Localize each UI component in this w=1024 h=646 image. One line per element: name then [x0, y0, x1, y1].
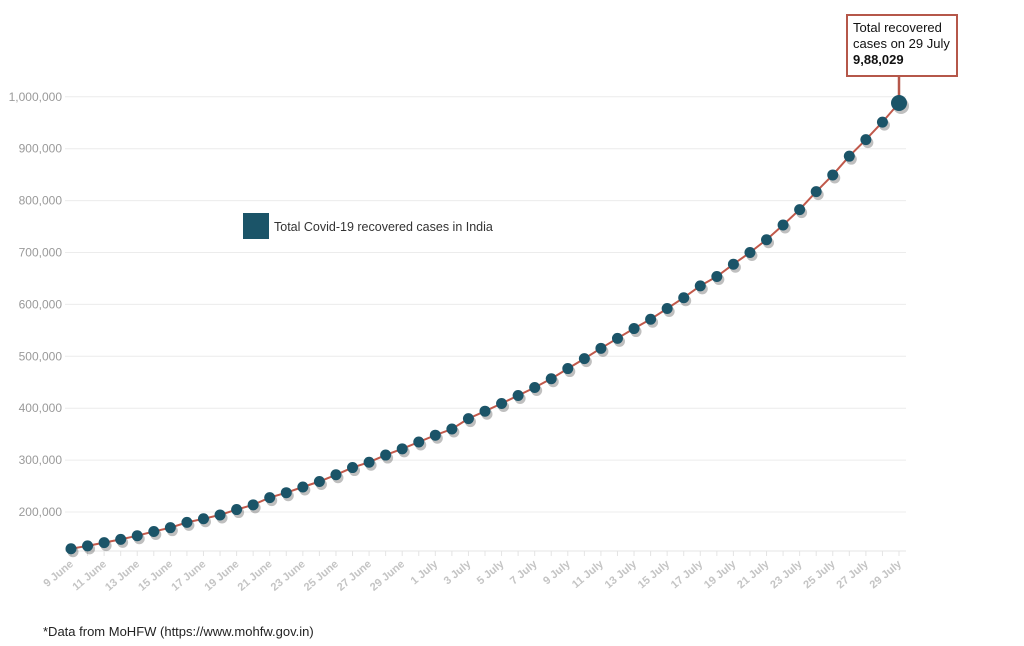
data-point: [82, 540, 94, 552]
y-tick-label: 800,000: [19, 194, 63, 208]
data-point: [529, 381, 541, 393]
x-tick-label: 17 June: [169, 558, 208, 594]
data-point: [380, 449, 392, 461]
annotation-value: 9,88,029: [853, 52, 904, 67]
y-tick-label: 1,000,000: [9, 90, 63, 104]
x-tick-label: 3 July: [442, 558, 474, 588]
data-point: [429, 429, 441, 441]
x-tick-label: 19 June: [202, 558, 241, 594]
data-point: [363, 456, 375, 468]
data-point: [761, 234, 773, 246]
data-point: [694, 280, 706, 292]
x-tick-label: 25 June: [302, 558, 341, 594]
data-point: [231, 504, 243, 516]
data-point: [562, 363, 574, 375]
data-point: [479, 405, 491, 417]
legend-label: Total Covid-19 recovered cases in India: [274, 220, 493, 234]
data-point: [496, 397, 508, 409]
data-point: [330, 469, 342, 481]
y-tick-label: 500,000: [19, 349, 63, 363]
data-point: [678, 292, 690, 304]
x-tick-label: 1 July: [409, 558, 441, 588]
x-tick-label: 11 July: [570, 558, 606, 591]
x-tick-label: 11 June: [70, 558, 109, 593]
x-tick-label: 13 July: [603, 558, 640, 592]
data-point: [645, 313, 657, 325]
x-tick-label: 5 July: [475, 558, 507, 588]
x-tick-label: 15 June: [136, 558, 175, 594]
data-point: [711, 271, 723, 283]
data-point: [860, 134, 872, 146]
data-point: [297, 481, 309, 493]
y-tick-label: 400,000: [19, 401, 63, 415]
data-point: [595, 342, 607, 354]
x-tick-label: 21 July: [735, 558, 772, 592]
x-tick-label: 17 July: [669, 558, 706, 592]
data-point: [462, 413, 474, 425]
x-tick-label: 15 July: [636, 558, 673, 592]
annotation-line1: Total recovered: [853, 20, 942, 35]
x-tick-label: 13 June: [103, 558, 142, 594]
x-tick-label: 29 July: [868, 558, 905, 592]
x-tick-label: 25 July: [801, 558, 838, 592]
y-tick-label: 300,000: [19, 453, 63, 467]
data-point: [810, 186, 822, 198]
data-point: [98, 537, 110, 549]
data-point: [777, 219, 789, 231]
x-tick-label: 27 July: [835, 558, 872, 592]
data-point: [247, 499, 259, 511]
series-line: [70, 102, 900, 550]
x-tick-label: 29 June: [368, 558, 407, 594]
x-tick-label: 7 July: [508, 558, 540, 588]
data-point: [347, 462, 359, 474]
annotation-line2: cases on 29 July: [853, 36, 950, 51]
data-point: [876, 116, 888, 128]
x-tick-label: 21 June: [236, 558, 275, 594]
x-tick-label: 23 June: [269, 558, 308, 594]
data-point: [446, 423, 458, 435]
y-tick-label: 200,000: [19, 505, 63, 519]
data-point: [280, 487, 292, 499]
y-tick-label: 600,000: [19, 297, 63, 311]
data-point: [727, 258, 739, 270]
data-point: [545, 373, 557, 385]
data-point: [197, 513, 209, 525]
x-tick-label: 23 July: [768, 558, 805, 592]
x-tick-label: 27 June: [335, 558, 374, 594]
data-point: [115, 533, 127, 545]
data-point: [512, 390, 524, 402]
data-point: [264, 492, 276, 504]
data-point: [611, 332, 623, 344]
data-point: [148, 526, 160, 538]
data-point: [794, 204, 806, 216]
data-point: [843, 150, 855, 162]
data-point: [578, 353, 590, 365]
data-point: [413, 436, 425, 448]
data-point: [744, 246, 756, 258]
annotation-box: Total recovered cases on 29 July 9,88,02…: [846, 14, 958, 77]
data-point: [396, 443, 408, 455]
data-point: [628, 323, 640, 335]
x-tick-label: 9 July: [541, 558, 573, 588]
y-tick-label: 700,000: [19, 246, 63, 260]
data-point: [164, 522, 176, 534]
data-point: [131, 530, 143, 542]
y-tick-label: 900,000: [19, 142, 63, 156]
data-point: [65, 543, 77, 555]
data-point: [661, 303, 673, 315]
legend-swatch: [243, 213, 269, 239]
data-point: [181, 516, 193, 528]
footnote: *Data from MoHFW (https://www.mohfw.gov.…: [43, 624, 314, 639]
data-point: [827, 169, 839, 181]
data-point: [214, 509, 226, 521]
data-point: [891, 95, 907, 112]
x-tick-label: 19 July: [702, 558, 739, 592]
data-point: [313, 476, 325, 488]
